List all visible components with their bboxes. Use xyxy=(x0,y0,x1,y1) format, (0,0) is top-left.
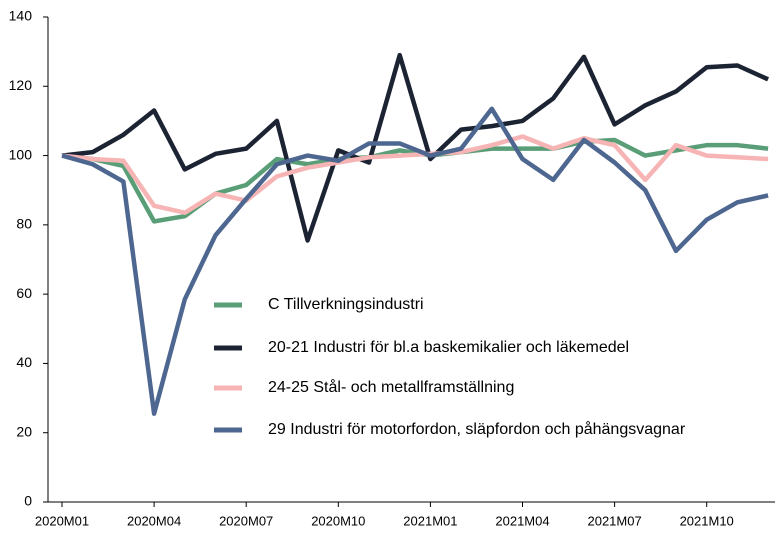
y-tick-label: 100 xyxy=(9,146,33,162)
y-tick-label: 40 xyxy=(16,354,32,370)
x-tick-label: 2020M01 xyxy=(35,513,89,528)
x-tick-label: 2021M10 xyxy=(680,513,734,528)
legend-label: 29 Industri för motorfordon, släpfordon … xyxy=(268,420,686,438)
y-tick-label: 0 xyxy=(24,493,32,509)
series-line xyxy=(61,134,769,215)
y-tick-label: 60 xyxy=(16,285,32,301)
y-tick-label: 20 xyxy=(16,423,32,439)
legend-label: C Tillverkningsindustri xyxy=(268,296,424,313)
series-line xyxy=(61,52,770,243)
legend-label: 24-25 Stål- och metallframställning xyxy=(268,378,514,396)
x-tick-label: 2021M07 xyxy=(587,513,641,528)
x-tick-label: 2020M10 xyxy=(311,513,365,528)
x-tick-label: 2020M07 xyxy=(219,513,273,528)
x-tick-label: 2020M04 xyxy=(127,513,181,528)
y-tick-label: 120 xyxy=(9,77,33,93)
series-line xyxy=(61,106,769,416)
x-tick-label: 2021M01 xyxy=(403,513,457,528)
x-tick-label: 2021M04 xyxy=(495,513,549,528)
y-tick-label: 140 xyxy=(9,8,33,24)
y-tick-label: 80 xyxy=(16,216,32,232)
legend-label: 20-21 Industri för bl.a baskemikalier oc… xyxy=(268,339,629,356)
